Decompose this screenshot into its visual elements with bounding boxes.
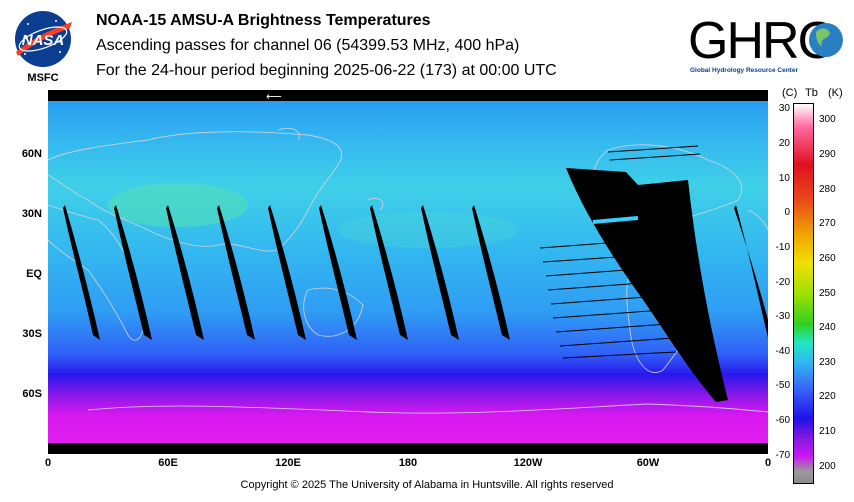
channel-subtitle: Ascending passes for channel 06 (54399.5… — [96, 37, 520, 54]
colorbar-k-tick: 280 — [819, 183, 836, 195]
nasa-logo: NASA MSFC — [10, 8, 76, 84]
colorbar-c-tick: 0 — [784, 207, 790, 219]
colorbar-c-tick: -20 — [775, 276, 790, 288]
colorbar-c-tick: -30 — [775, 311, 790, 323]
colorbar-c-tick: 20 — [778, 138, 790, 150]
colorbar-k-tick: 270 — [819, 218, 836, 230]
colorbar-k-tick: 300 — [819, 114, 836, 126]
nasa-wordmark: NASA — [22, 32, 65, 49]
lat-label-30n: 30N — [21, 208, 42, 220]
colorbar-unit-c: (C) — [782, 87, 798, 99]
colorbar-k-tick: 210 — [819, 426, 836, 438]
colorbar-k-tick: 220 — [819, 391, 836, 403]
lon-label-60e: 60E — [158, 457, 178, 469]
ghrc-tagline: Global Hydrology Resource Center — [690, 67, 798, 74]
colorbar-c-tick: -60 — [775, 415, 790, 427]
scan-lines — [539, 145, 701, 359]
lon-label-60w: 60W — [636, 457, 660, 469]
swath-gaps — [63, 168, 768, 402]
colorbar-unit-k: (K) — [828, 87, 843, 99]
colorbar — [793, 103, 814, 484]
colorbar-k-tick: 260 — [819, 252, 836, 264]
colorbar-c-tick: 10 — [778, 172, 790, 184]
colorbar-c-tick: -70 — [775, 449, 790, 461]
colorbar-c-tick: -10 — [775, 241, 790, 253]
ghrc-logo: GHRC Global Hydrology Resource Center — [686, 8, 848, 78]
copyright-footer: Copyright © 2025 The University of Alaba… — [240, 479, 614, 491]
lat-label-60n: 60N — [21, 148, 42, 160]
lon-label-0-left: 0 — [44, 457, 52, 469]
lon-label-120w: 120W — [513, 457, 543, 469]
period-subtitle: For the 24-hour period beginning 2025-06… — [96, 62, 557, 79]
brightness-temperature-map: ⟵ — [48, 90, 768, 454]
page-title: NOAA-15 AMSU-A Brightness Temperatures — [96, 12, 431, 29]
lon-label-180: 180 — [398, 457, 418, 469]
colorbar-c-tick: -50 — [775, 380, 790, 392]
msfc-label: MSFC — [27, 72, 58, 84]
lon-label-0-right: 0 — [764, 457, 772, 469]
colorbar-k-tick: 200 — [819, 460, 836, 472]
colorbar-k-tick: 290 — [819, 148, 836, 160]
colorbar-c-tick: -40 — [775, 345, 790, 357]
lat-label-30s: 30S — [22, 328, 42, 340]
arrow-marker-icon: ⟵ — [266, 90, 282, 103]
colorbar-k-tick: 240 — [819, 322, 836, 334]
lon-label-120e: 120E — [275, 457, 301, 469]
lat-label-eq: EQ — [26, 268, 42, 280]
colorbar-c-tick: 30 — [778, 103, 790, 115]
colorbar-k-tick: 230 — [819, 356, 836, 368]
lat-label-60s: 60S — [22, 388, 42, 400]
colorbar-unit-tb: Tb — [805, 87, 818, 99]
colorbar-k-tick: 250 — [819, 287, 836, 299]
